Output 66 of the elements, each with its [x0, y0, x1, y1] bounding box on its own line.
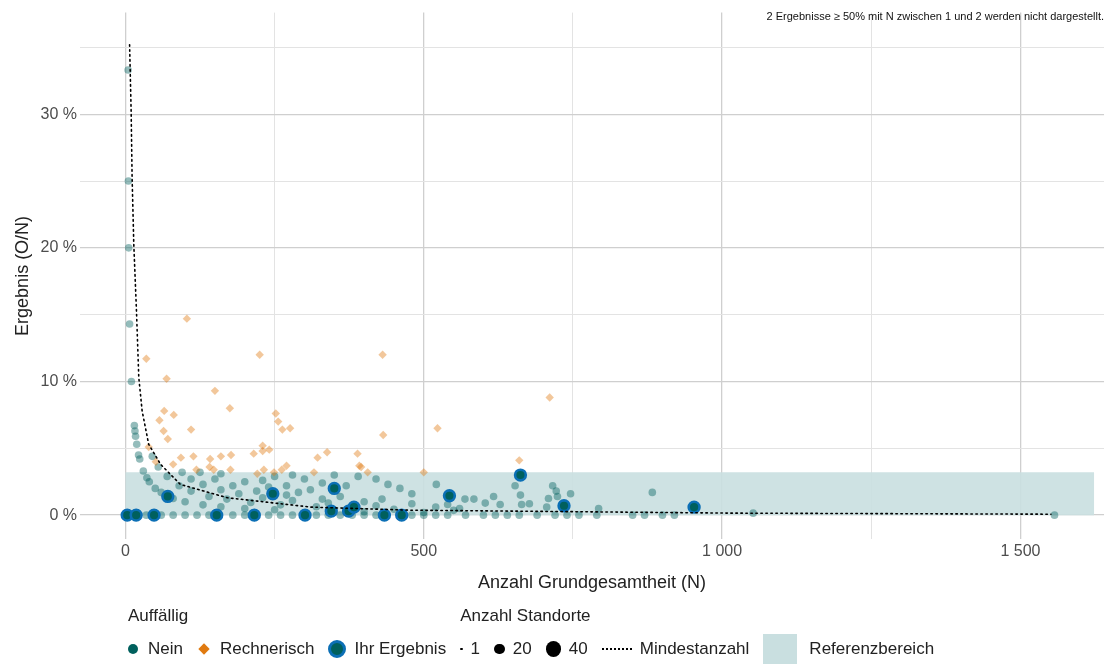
x-tick-label: 500: [410, 542, 438, 560]
point: [155, 416, 164, 425]
legend-label: Ihr Ergebnis: [354, 639, 447, 659]
x-tick-label: 1 500: [1000, 542, 1041, 560]
point: [259, 465, 269, 474]
point: [258, 446, 267, 456]
legend-label: 20: [512, 639, 532, 659]
point: [433, 424, 442, 433]
point: [162, 374, 171, 384]
point: [271, 409, 280, 418]
point: [176, 453, 186, 462]
point: [545, 393, 554, 402]
point: [192, 465, 201, 474]
point: [163, 434, 172, 444]
point: [265, 445, 274, 454]
legend-label: 1: [470, 639, 480, 659]
point: [322, 448, 332, 457]
point: [285, 424, 295, 433]
point: [282, 461, 291, 470]
point: [378, 350, 387, 359]
point: [186, 425, 196, 434]
point: [353, 449, 362, 458]
point: [169, 410, 178, 420]
point: [210, 386, 220, 396]
legend-label: Nein: [148, 639, 183, 659]
y-tick-label: 30 %: [40, 104, 78, 122]
text: Anzahl Standorte: [460, 606, 592, 627]
legend-label: Mindestanzahl: [639, 639, 750, 659]
y-tick-label: 20 %: [40, 238, 78, 256]
legend-label: Referenzbereich: [809, 639, 935, 659]
x-tick-label: 1 000: [702, 542, 743, 560]
point: [159, 426, 168, 436]
y-axis-title: Ergebnis (O/N): [11, 215, 32, 336]
y-tick-label: 10 %: [40, 371, 78, 389]
point: [253, 469, 262, 478]
y-tick-label: 0 %: [49, 505, 78, 523]
point: [226, 465, 235, 474]
point: [277, 465, 286, 474]
point: [309, 468, 319, 477]
point: [226, 450, 236, 460]
point: [216, 452, 226, 461]
point: [313, 453, 322, 462]
legend-label: Rechnerisch: [219, 639, 315, 659]
point: [189, 452, 198, 461]
legend-title: Auffällig: [128, 606, 190, 627]
point: [273, 417, 283, 426]
x-tick-label: 0: [120, 542, 130, 560]
point: [363, 468, 372, 477]
point: [142, 354, 151, 363]
point: [278, 425, 287, 434]
point: [419, 468, 428, 477]
point: [255, 350, 264, 359]
legend-label: 40: [568, 639, 588, 659]
annotation: 2 Ergebnisse ≥ 50% mit N zwischen 1 und 2 werden nicht dargestellt.: [766, 10, 1104, 22]
point: [168, 460, 178, 469]
point: [160, 406, 169, 416]
point: [151, 457, 161, 466]
point: [379, 430, 388, 440]
point: [182, 314, 192, 323]
point: [225, 404, 235, 413]
point: [515, 456, 524, 465]
point: [209, 465, 218, 474]
point: [269, 468, 279, 477]
point: [205, 454, 215, 464]
point: [249, 449, 258, 458]
x-axis-title: Anzahl Grundgesamtheit (N): [478, 572, 707, 593]
